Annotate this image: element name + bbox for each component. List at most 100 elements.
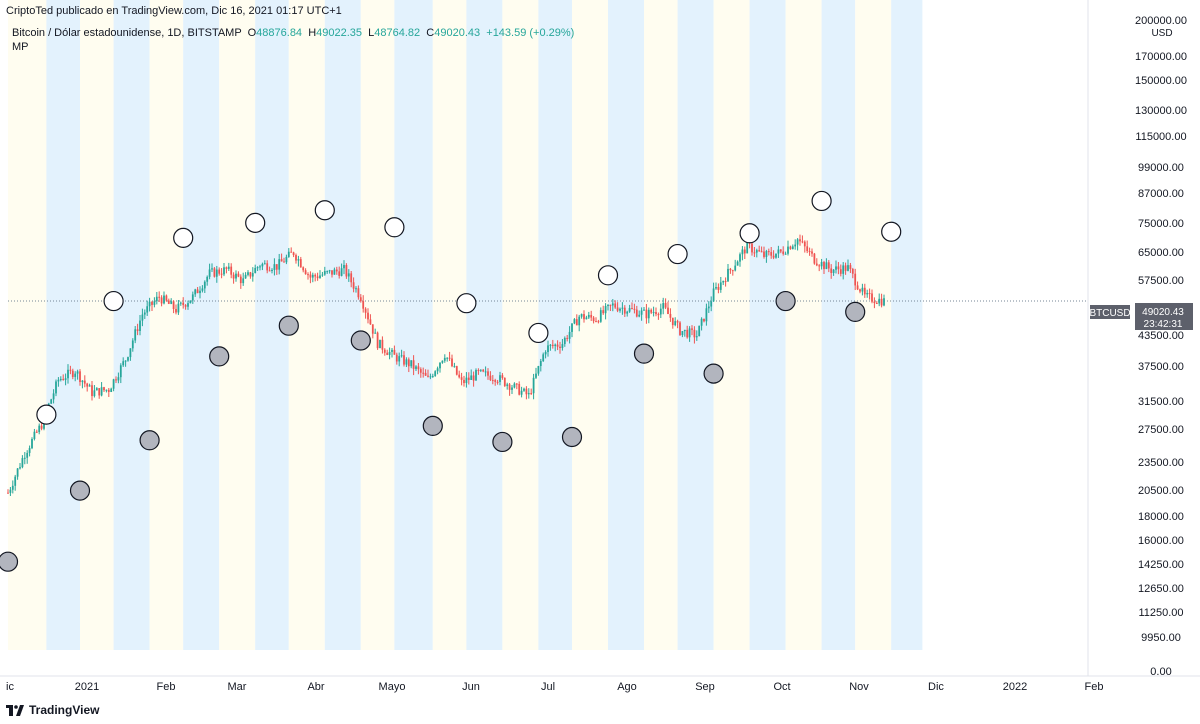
candle-142 <box>347 269 350 282</box>
candle-52 <box>131 338 134 352</box>
candle-341 <box>825 258 828 270</box>
candle-301 <box>729 267 732 274</box>
mp-circle-18 <box>633 343 655 364</box>
candle-2 <box>11 480 14 494</box>
candle-114 <box>280 253 283 262</box>
candle-364 <box>880 293 883 308</box>
candle-37 <box>95 387 98 391</box>
candle-8 <box>26 450 29 464</box>
published-info: CriptoTed publicado en TradingView.com, … <box>6 5 342 17</box>
candle-246 <box>597 319 600 324</box>
candle-67 <box>167 298 170 305</box>
candle-254 <box>616 302 619 313</box>
candle-253 <box>614 300 617 309</box>
candle-25 <box>67 364 69 384</box>
candle-297 <box>719 276 722 293</box>
candle-76 <box>189 300 192 304</box>
band-10 <box>360 0 395 650</box>
candle-212 <box>515 383 518 390</box>
candle-217 <box>527 388 530 399</box>
candle-6 <box>21 455 24 469</box>
candle-324 <box>784 251 787 255</box>
candle-100 <box>247 270 249 277</box>
close-value: 49020.43 <box>434 27 481 39</box>
candle-29 <box>76 369 79 380</box>
candle-5 <box>19 463 21 470</box>
candle-65 <box>163 291 165 305</box>
candle-30 <box>79 369 81 386</box>
mp-circle-15 <box>528 322 549 344</box>
indicator-legend[interactable]: MP <box>12 41 29 53</box>
band-23 <box>821 0 856 650</box>
candle-259 <box>628 304 631 313</box>
candle-61 <box>153 297 156 308</box>
candle-194 <box>472 371 475 387</box>
price-tick-17: 18000.00 <box>1138 511 1184 523</box>
candle-112 <box>275 264 278 275</box>
candle-347 <box>839 264 842 277</box>
candle-296 <box>717 283 720 294</box>
price-tick-9: 57500.00 <box>1138 275 1184 287</box>
candle-119 <box>292 251 295 258</box>
candle-44 <box>112 378 115 392</box>
candle-122 <box>299 256 302 268</box>
mp-circle-1 <box>36 404 57 425</box>
candle-97 <box>239 274 242 289</box>
candle-337 <box>815 258 818 267</box>
candle-269 <box>652 306 655 317</box>
candle-55 <box>139 315 141 336</box>
candle-201 <box>489 371 492 382</box>
candle-345 <box>835 260 837 274</box>
candle-151 <box>369 314 372 325</box>
candle-19 <box>52 389 55 404</box>
candle-49 <box>124 360 127 367</box>
mp-circle-6 <box>209 346 230 367</box>
candle-344 <box>832 269 835 276</box>
price-tick-18: 16000.00 <box>1138 535 1184 547</box>
candle-276 <box>669 308 672 322</box>
candle-355 <box>859 288 861 294</box>
mp-circle-9 <box>314 200 335 221</box>
candle-123 <box>302 266 305 273</box>
candle-215 <box>523 387 525 392</box>
candle-66 <box>165 294 168 302</box>
candle-229 <box>556 340 559 351</box>
candle-20 <box>55 379 57 397</box>
tradingview-logo-icon <box>6 704 24 716</box>
candle-209 <box>508 382 511 396</box>
candle-362 <box>875 301 878 305</box>
candle-7 <box>23 452 26 465</box>
time-tick-4: Abr <box>307 681 324 693</box>
candle-359 <box>868 288 871 300</box>
mp-circle-22 <box>775 290 796 312</box>
candle-105 <box>259 264 261 271</box>
candle-21 <box>57 377 60 387</box>
candle-187 <box>455 365 458 376</box>
candle-143 <box>350 270 353 288</box>
candle-257 <box>623 305 626 317</box>
tradingview-brand[interactable]: TradingView <box>6 703 99 717</box>
band-3 <box>113 0 150 650</box>
candle-12 <box>35 429 38 434</box>
mp-circle-4 <box>139 430 160 451</box>
candle-102 <box>251 267 254 282</box>
candle-226 <box>549 343 552 351</box>
candle-51 <box>129 348 132 361</box>
candle-340 <box>823 260 825 275</box>
candle-174 <box>424 369 427 376</box>
candle-144 <box>352 277 355 293</box>
symbol-legend[interactable]: Bitcoin / Dólar estadounidense, 1D, BITS… <box>12 27 574 39</box>
candle-182 <box>443 354 446 363</box>
time-tick-8: Ago <box>617 681 637 693</box>
candle-86 <box>213 267 216 278</box>
candle-82 <box>203 280 206 294</box>
candle-1 <box>9 487 12 497</box>
candle-72 <box>179 301 182 306</box>
candle-335 <box>811 248 813 257</box>
candle-134 <box>328 269 331 274</box>
candle-46 <box>117 372 120 384</box>
candle-120 <box>295 253 297 264</box>
candle-121 <box>297 255 300 267</box>
candle-210 <box>511 385 513 394</box>
